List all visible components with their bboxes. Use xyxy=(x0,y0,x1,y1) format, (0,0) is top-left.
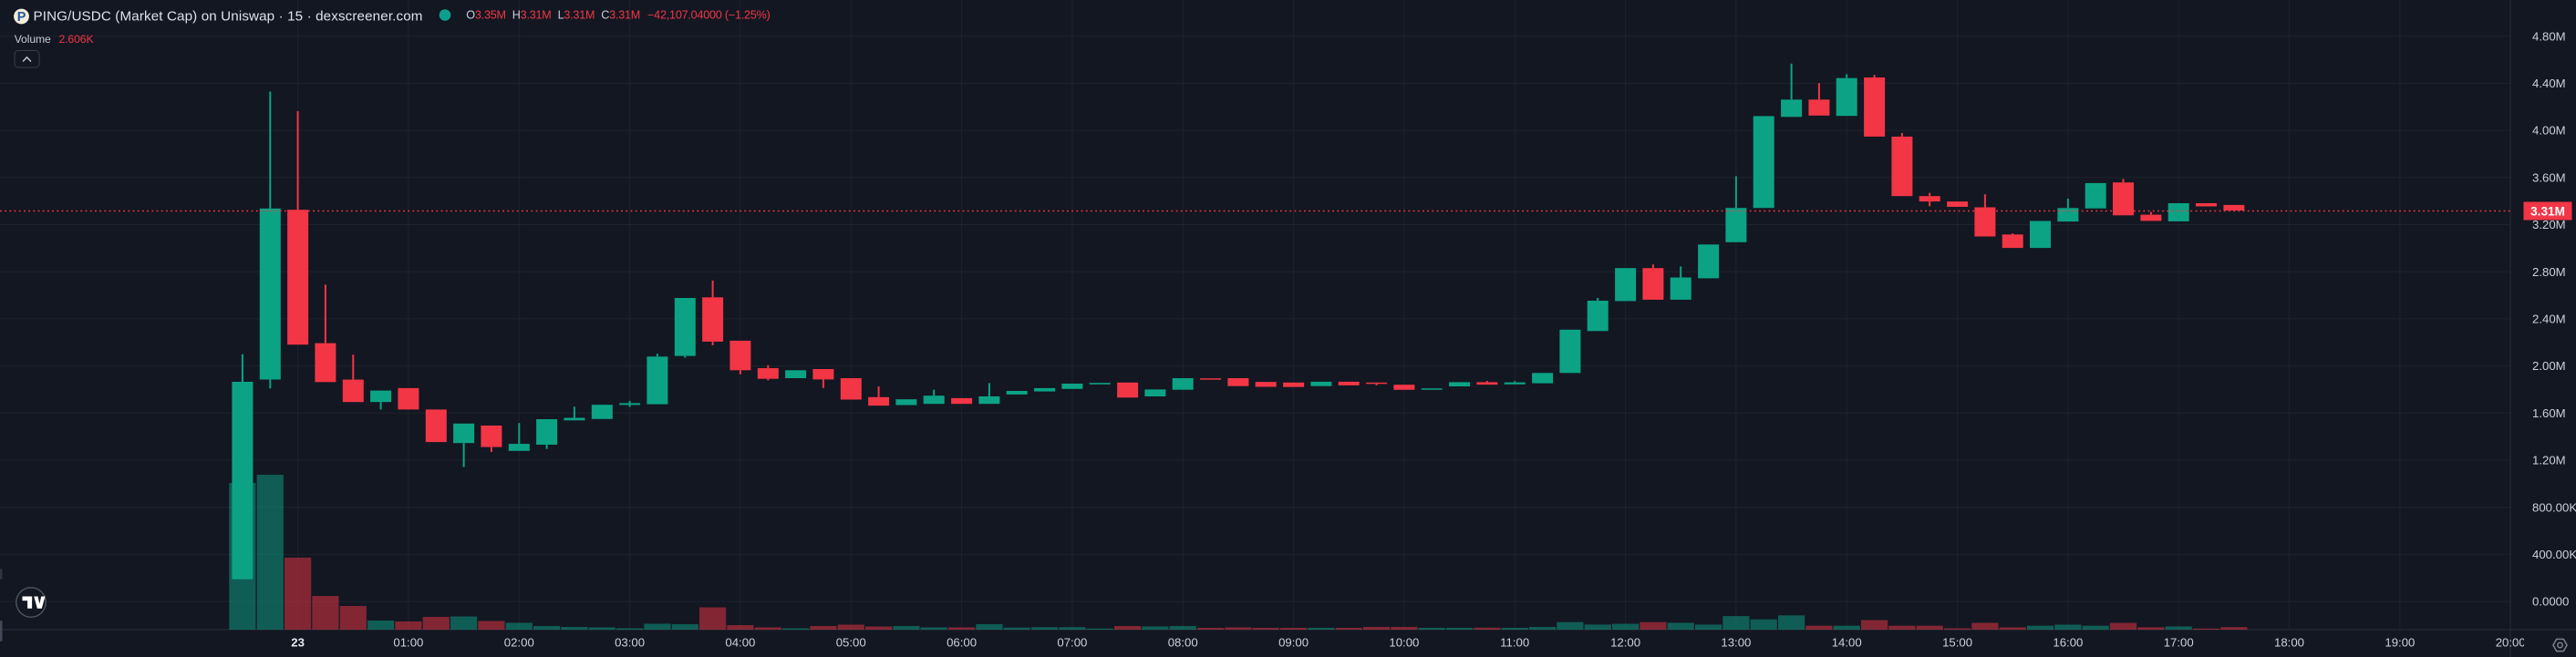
svg-text:04:00: 04:00 xyxy=(725,636,755,650)
svg-text:20:00: 20:00 xyxy=(2496,636,2526,650)
svg-text:1.60M: 1.60M xyxy=(2532,406,2566,420)
svg-text:16:00: 16:00 xyxy=(2053,636,2083,650)
svg-text:10:00: 10:00 xyxy=(1389,636,1419,650)
svg-text:18:00: 18:00 xyxy=(2274,636,2304,650)
svg-text:02:00: 02:00 xyxy=(504,636,534,650)
svg-text:4.40M: 4.40M xyxy=(2532,77,2566,90)
svg-text:05:00: 05:00 xyxy=(836,636,866,650)
svg-text:3.20M: 3.20M xyxy=(2532,218,2566,231)
svg-text:2.40M: 2.40M xyxy=(2532,313,2566,326)
svg-text:17:00: 17:00 xyxy=(2164,636,2194,650)
svg-text:13:00: 13:00 xyxy=(1721,636,1751,650)
svg-text:03:00: 03:00 xyxy=(615,636,645,650)
svg-text:14:00: 14:00 xyxy=(1832,636,1862,650)
svg-text:4.00M: 4.00M xyxy=(2532,124,2566,138)
svg-text:PING/USDC (Market Cap) on Unis: PING/USDC (Market Cap) on Uniswap · 15 ·… xyxy=(34,8,423,24)
svg-text:0.0000: 0.0000 xyxy=(2532,595,2569,609)
svg-text:09:00: 09:00 xyxy=(1278,636,1309,650)
svg-text:800.00K: 800.00K xyxy=(2532,500,2576,514)
svg-text:2.00M: 2.00M xyxy=(2532,359,2566,373)
svg-text:3.31M: 3.31M xyxy=(2530,204,2565,218)
svg-text:08:00: 08:00 xyxy=(1168,636,1198,650)
svg-text:15:00: 15:00 xyxy=(1942,636,1972,650)
svg-text:2.80M: 2.80M xyxy=(2532,265,2566,279)
svg-text:11:00: 11:00 xyxy=(1500,636,1529,650)
svg-text:3.60M: 3.60M xyxy=(2532,170,2566,184)
svg-text:P: P xyxy=(17,10,26,25)
svg-text:19:00: 19:00 xyxy=(2385,636,2415,650)
svg-text:1.20M: 1.20M xyxy=(2532,454,2566,467)
svg-text:06:00: 06:00 xyxy=(947,636,977,650)
svg-text:07:00: 07:00 xyxy=(1057,636,1087,650)
svg-text:23: 23 xyxy=(291,636,305,650)
svg-text:4.80M: 4.80M xyxy=(2532,29,2566,43)
svg-text:400.00K: 400.00K xyxy=(2532,548,2576,561)
svg-text:01:00: 01:00 xyxy=(393,636,423,650)
svg-text:12:00: 12:00 xyxy=(1610,636,1640,650)
